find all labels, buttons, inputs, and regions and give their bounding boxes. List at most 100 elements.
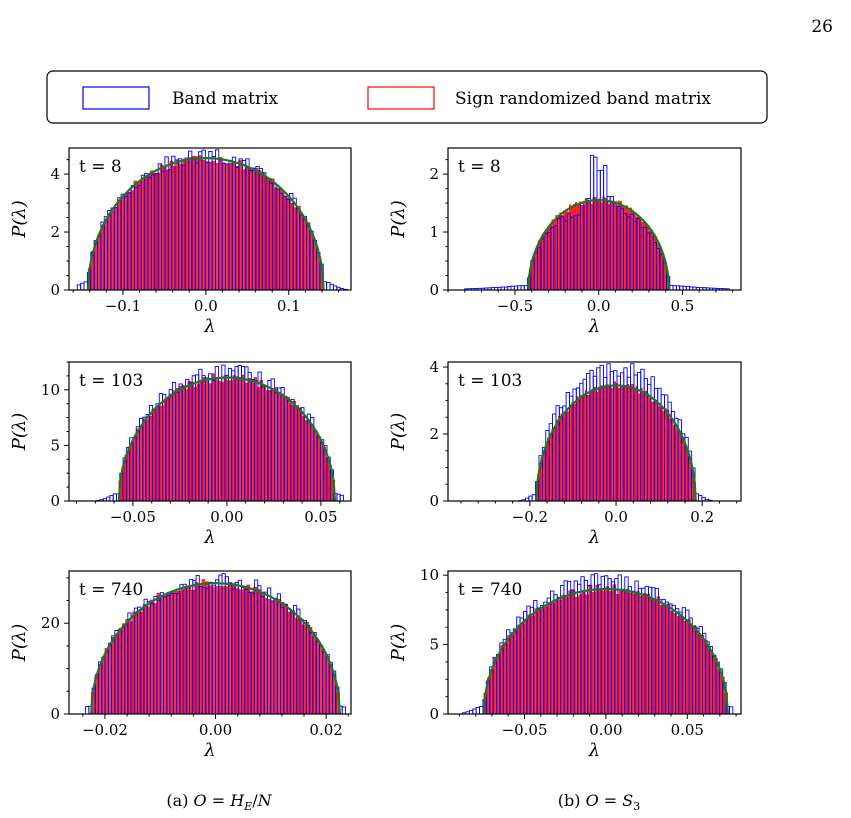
y-tick-label: 0 [50, 492, 60, 510]
bar-band [85, 706, 90, 715]
bar-sign [561, 215, 564, 291]
x-tick-label: 0.00 [199, 721, 232, 739]
bar-sign [660, 251, 664, 291]
bar-band [80, 282, 85, 291]
bar-sign [179, 163, 183, 291]
bar-band [339, 494, 344, 502]
x-tick-label: −0.05 [110, 508, 156, 526]
y-tick-label: 0 [429, 281, 439, 299]
x-axis-label: λ [203, 740, 215, 761]
bar-sign [212, 160, 216, 291]
bar-sign [602, 590, 606, 715]
bar-sign [585, 594, 589, 715]
bar-sign [631, 383, 634, 502]
bar-sign [287, 611, 292, 715]
y-tick-label: 0 [50, 705, 60, 723]
panel-5: −0.02 0.00 0.02 0 20 λ P(λ) t = 740 [9, 570, 352, 761]
y-axis-label: P(λ) [9, 624, 30, 663]
bar-sign [561, 594, 566, 715]
page-number: 26 [811, 17, 833, 37]
caption-a: (a) O = HE/N [166, 791, 272, 813]
bar-sign [587, 395, 590, 502]
panel-6: −0.05 0.00 0.05 0 5 10 λ P(λ) t = 740 [388, 566, 742, 761]
bar-sign [567, 411, 570, 502]
panels: −0.1 0.0 0.1 0 2 4 λ P(λ) t = 8 −0.5 0.0 0.5 0 1 2 λ P(λ… [9, 147, 742, 761]
bar-sign [624, 384, 628, 502]
bar-sign [241, 374, 245, 502]
panel-2: −0.5 0.0 0.5 0 1 2 λ P(λ) t = 8 [388, 147, 742, 337]
bar-band [675, 285, 681, 291]
bar-sign [588, 584, 593, 715]
y-tick-label: 4 [50, 165, 60, 183]
time-label: t = 8 [458, 157, 501, 177]
x-tick-label: 0.0 [587, 297, 611, 315]
bar-sign [580, 205, 584, 291]
bar-sign [578, 594, 583, 715]
y-tick-label: 10 [41, 381, 60, 399]
bar-sign [253, 586, 257, 715]
legend-frame [46, 70, 768, 124]
panel-3: −0.05 0.00 0.05 0 5 10 λ P(λ) t = 103 [9, 361, 352, 548]
bar-sign [562, 415, 566, 502]
bar-sign [542, 451, 546, 502]
bar-sign [537, 240, 541, 291]
bar-band [341, 706, 346, 715]
y-tick-label: 5 [429, 636, 439, 654]
bar-sign [644, 390, 647, 502]
bar-sign [568, 590, 572, 715]
legend-label-band: Band matrix [172, 89, 279, 109]
y-tick-label: 1 [429, 223, 439, 241]
bar-sign [270, 600, 275, 715]
bar-sign [547, 227, 550, 291]
bar-band [729, 706, 734, 715]
time-label: t = 740 [458, 580, 522, 600]
x-axis-label: λ [588, 527, 600, 548]
bar-sign [668, 418, 672, 502]
x-tick-label: 0.1 [277, 297, 301, 315]
bar-band [332, 285, 338, 291]
axes-frame [68, 570, 352, 715]
bar-sign [108, 644, 112, 715]
x-axis-label: λ [203, 316, 215, 337]
bar-band [329, 283, 334, 291]
bar-sign [604, 197, 607, 291]
y-tick-label: 4 [429, 358, 439, 376]
bar-sign [104, 220, 108, 291]
bar-sign [600, 385, 603, 502]
bar-sign [581, 592, 586, 715]
bar-sign [651, 401, 654, 502]
bar-band [672, 285, 677, 291]
bar-band [83, 281, 88, 291]
legend-swatch-sign [367, 86, 435, 110]
bar-sign [277, 391, 281, 502]
bar-sign [617, 200, 621, 291]
bar-band [472, 708, 477, 715]
bar-band [109, 494, 114, 502]
x-tick-label: −0.2 [512, 508, 548, 526]
bar-sign [557, 215, 560, 291]
bar-sign [593, 386, 597, 502]
bar-sign [584, 198, 587, 291]
axes-frame [447, 147, 742, 291]
bar-sign [215, 163, 219, 291]
x-tick-label: 0.0 [194, 297, 218, 315]
bar-band [528, 495, 533, 502]
bar-sign [196, 384, 200, 502]
bar-sign [244, 382, 248, 502]
bar-sign [592, 592, 596, 715]
legend-label-sign: Sign randomized band matrix [455, 89, 711, 109]
bar-sign [627, 207, 630, 291]
bar-sign [590, 203, 593, 291]
bar-sign [289, 404, 293, 502]
bar-sign [551, 219, 554, 291]
y-tick-label: 10 [420, 566, 439, 584]
bar-sign [598, 589, 603, 715]
bar-sign [125, 619, 130, 715]
bar-sign [97, 233, 102, 291]
legend: Band matrix Sign randomized band matrix [46, 70, 768, 124]
bar-band [326, 282, 331, 291]
bar-sign [549, 435, 552, 502]
bar-sign [606, 384, 610, 502]
y-tick-label: 0 [429, 705, 439, 723]
